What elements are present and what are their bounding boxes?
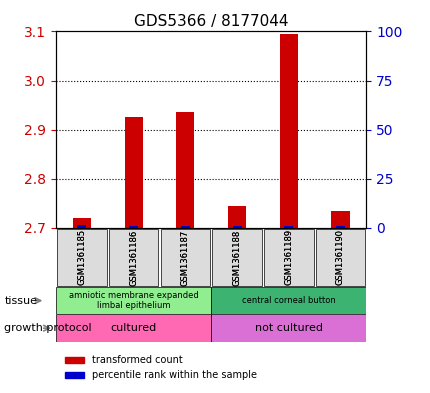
Text: GSM1361186: GSM1361186 [129, 229, 138, 286]
FancyBboxPatch shape [211, 287, 366, 314]
Bar [77, 226, 86, 228]
FancyBboxPatch shape [263, 229, 313, 286]
FancyBboxPatch shape [315, 229, 365, 286]
Text: tissue: tissue [4, 296, 37, 306]
Bar [331, 211, 349, 228]
Text: GSM1361186: GSM1361186 [129, 229, 138, 286]
Bar [227, 206, 246, 228]
FancyBboxPatch shape [160, 229, 210, 286]
Text: cultured: cultured [110, 323, 157, 333]
Text: not cultured: not cultured [254, 323, 322, 333]
Bar [279, 34, 297, 228]
Text: GSM1361185: GSM1361185 [77, 230, 86, 285]
Text: central corneal button: central corneal button [241, 296, 335, 305]
Text: growth protocol: growth protocol [4, 323, 92, 333]
FancyBboxPatch shape [57, 229, 107, 286]
Text: GSM1361189: GSM1361189 [284, 230, 292, 285]
FancyBboxPatch shape [212, 229, 261, 286]
Bar [176, 112, 194, 228]
Bar [335, 226, 344, 228]
Text: GSM1361189: GSM1361189 [284, 230, 292, 285]
Bar [129, 226, 138, 228]
Text: amniotic membrane expanded
limbal epithelium: amniotic membrane expanded limbal epithe… [68, 291, 198, 310]
Legend: transformed count, percentile rank within the sample: transformed count, percentile rank withi… [61, 352, 260, 384]
Text: GSM1361190: GSM1361190 [335, 230, 344, 285]
Text: GSM1361187: GSM1361187 [181, 229, 189, 286]
Bar [284, 226, 293, 228]
Bar [124, 118, 142, 228]
Text: GSM1361185: GSM1361185 [77, 230, 86, 285]
Bar [181, 226, 189, 228]
FancyBboxPatch shape [211, 314, 366, 342]
Bar [73, 218, 91, 228]
Text: GSM1361190: GSM1361190 [335, 230, 344, 285]
Text: GSM1361188: GSM1361188 [232, 229, 241, 286]
FancyBboxPatch shape [56, 287, 211, 314]
Title: GDS5366 / 8177044: GDS5366 / 8177044 [134, 14, 288, 29]
FancyBboxPatch shape [108, 229, 158, 286]
Text: GSM1361187: GSM1361187 [181, 229, 189, 286]
FancyBboxPatch shape [56, 314, 211, 342]
Text: GSM1361188: GSM1361188 [232, 229, 241, 286]
Bar [232, 226, 241, 228]
